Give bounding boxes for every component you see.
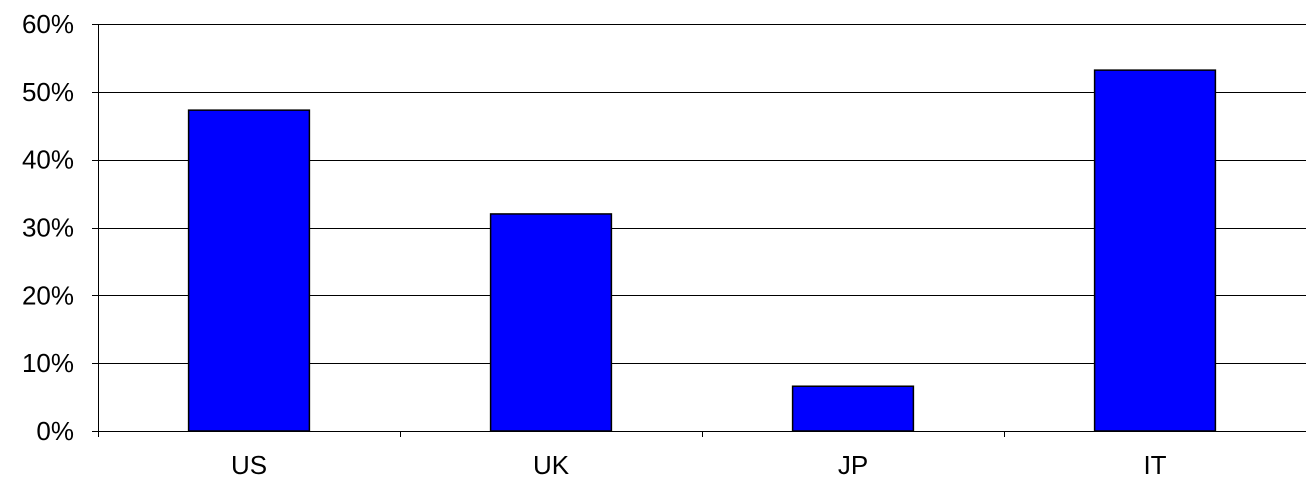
x-tick-label: UK (533, 450, 570, 480)
x-tick-label: JP (838, 450, 868, 480)
x-tick-label: US (231, 450, 267, 480)
bar-jp (791, 385, 915, 432)
y-tick-label: 0% (36, 416, 74, 446)
y-tick-label: 10% (22, 348, 74, 378)
y-tick-label: 60% (22, 9, 74, 39)
bar-us (187, 109, 311, 432)
y-tick-label: 50% (22, 77, 74, 107)
y-tick-label: 40% (22, 145, 74, 175)
bar-it (1093, 69, 1217, 432)
y-tick-label: 30% (22, 213, 74, 243)
y-tick-label: 20% (22, 280, 74, 310)
x-tick-label: IT (1143, 450, 1166, 480)
bars (187, 69, 1217, 432)
bar-uk (489, 213, 613, 432)
x-axis-ticks: US UK JP IT (98, 431, 1167, 480)
y-axis-ticks: 0% 10% 20% 30% 40% 50% 60% (22, 9, 98, 446)
